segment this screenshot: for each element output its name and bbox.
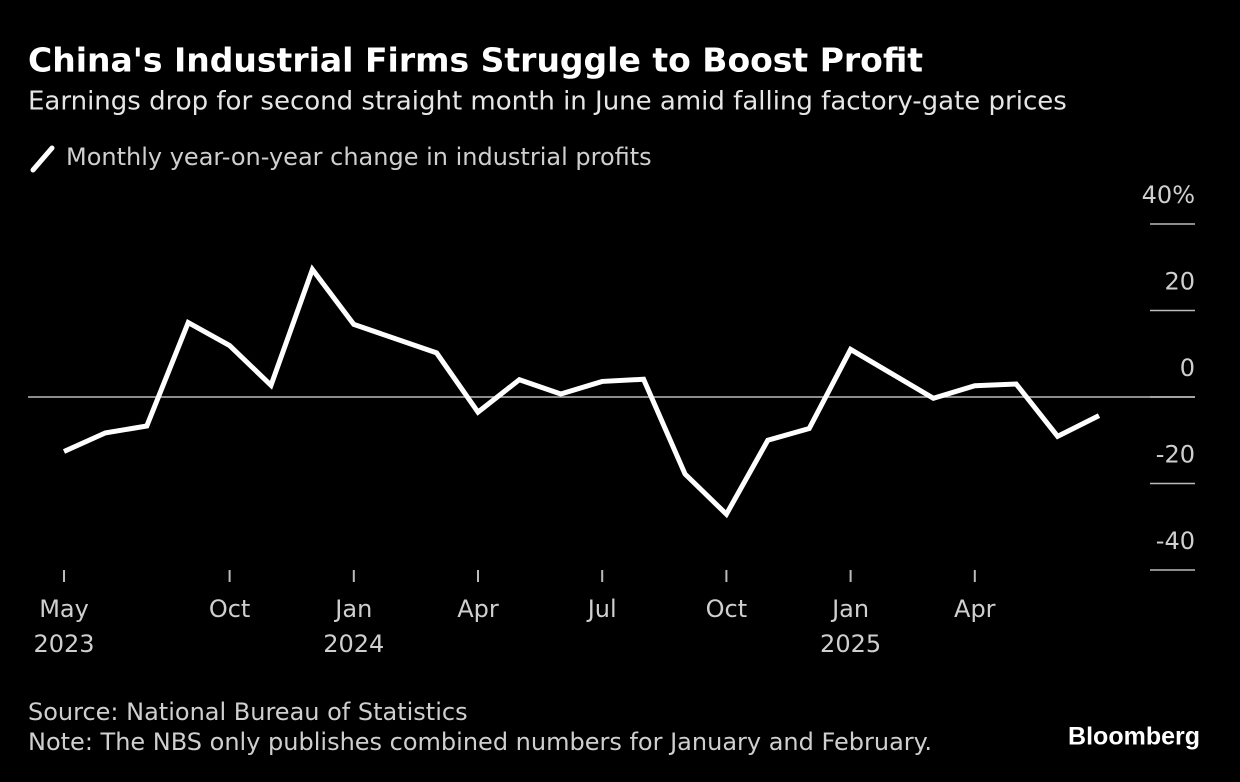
note: Note: The NBS only publishes combined nu… — [28, 728, 932, 756]
legend-label: Monthly year-on-year change in industria… — [66, 143, 652, 171]
x-tick-label: May — [39, 595, 89, 623]
y-tick-label: -20 — [1156, 441, 1195, 469]
x-tick-label: Jan — [830, 595, 869, 623]
x-tick-label: Oct — [706, 595, 748, 623]
data-line — [62, 264, 1101, 519]
x-tick-label: Oct — [209, 595, 251, 623]
brand: Bloomberg — [1068, 723, 1200, 751]
x-tick-label: Apr — [457, 595, 499, 623]
chart-title: China's Industrial Firms Struggle to Boo… — [28, 41, 923, 80]
y-tick-label: -40 — [1156, 527, 1195, 555]
chart-subtitle: Earnings drop for second straight month … — [28, 87, 1067, 117]
x-tick-label: Apr — [954, 595, 996, 623]
y-tick-label: 40% — [1142, 181, 1195, 209]
x-tick-label: Jul — [586, 595, 617, 623]
legend-swatch — [30, 145, 55, 173]
x-tick-label: Jan — [333, 595, 372, 623]
y-tick-label: 0 — [1180, 354, 1195, 382]
x-year-label: 2025 — [820, 630, 881, 658]
y-tick-label: 20 — [1164, 268, 1195, 296]
source: Source: National Bureau of Statistics — [28, 698, 468, 726]
x-year-label: 2023 — [33, 630, 94, 658]
x-year-label: 2024 — [323, 630, 384, 658]
